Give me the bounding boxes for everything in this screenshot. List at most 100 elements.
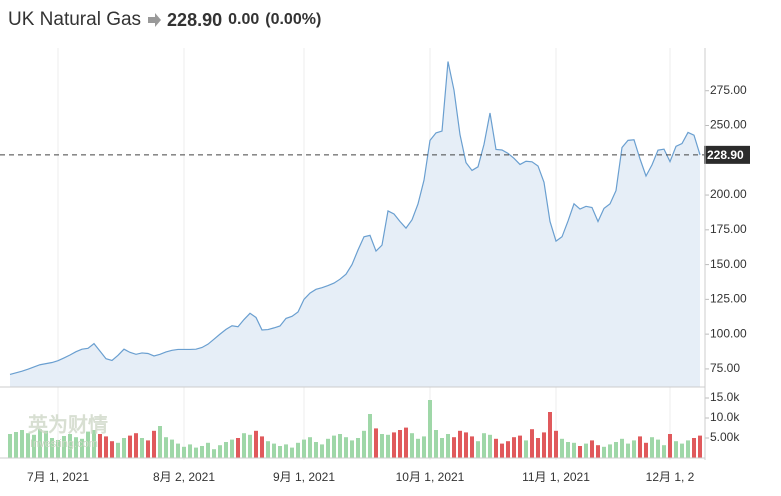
volume-bar (458, 430, 462, 458)
volume-bar (650, 437, 654, 458)
volume-bar (68, 434, 72, 458)
volume-bar (128, 435, 132, 458)
volume-bar (44, 430, 48, 458)
volume-bar (32, 434, 36, 458)
title: UK Natural Gas (8, 9, 142, 30)
volume-bar (380, 434, 384, 458)
volume-bar (146, 440, 150, 458)
volume-bar (626, 443, 630, 458)
y-tick-label: 15.0k (710, 390, 740, 404)
volume-bar (464, 432, 468, 458)
volume-bar (440, 438, 444, 458)
last-price-box (704, 145, 750, 164)
volume-bar (212, 449, 216, 458)
volume-bar (428, 400, 432, 458)
volume-bar (230, 439, 234, 458)
volume-bar (608, 444, 612, 458)
volume-bar (98, 434, 102, 458)
volume-bar (656, 439, 660, 458)
volume-bar (110, 441, 114, 458)
y-tick-label: 125.00 (710, 292, 747, 306)
volume-bar (332, 435, 336, 458)
volume-bar (134, 433, 138, 458)
volume-bar (26, 433, 30, 458)
volume-bar (326, 438, 330, 458)
volume-bar (596, 445, 600, 458)
x-tick-label: 11月 1, 2021 (522, 470, 590, 484)
volume-bar (164, 437, 168, 458)
volume-bar (686, 440, 690, 458)
volume-bar (116, 442, 120, 458)
x-tick-label: 10月 1, 2021 (396, 470, 465, 484)
change-percent: (0.00%) (265, 11, 322, 28)
x-tick-label: 7月 1, 2021 (27, 470, 89, 484)
y-tick-label: 150.00 (710, 257, 747, 271)
volume-bar (140, 438, 144, 458)
volume-bar (182, 446, 186, 458)
volume-bar (338, 434, 342, 458)
volume-bar (632, 440, 636, 458)
y-tick-label: 75.00 (710, 361, 740, 375)
volume-bar (284, 444, 288, 458)
volume-bar (236, 438, 240, 458)
volume-bar (122, 438, 126, 458)
volume-bar (38, 429, 42, 458)
x-tick-label: 12月 1, 2 (646, 470, 695, 484)
volume-bar (698, 435, 702, 458)
volume-bar (584, 443, 588, 458)
x-tick-label: 9月 1, 2021 (273, 470, 335, 484)
price-area (10, 61, 700, 387)
volume-bar (542, 432, 546, 458)
y-tick-label: 175.00 (710, 222, 747, 236)
last-price-label: 228.90 (707, 148, 744, 162)
price: 228.90 (167, 9, 223, 30)
volume-bar (470, 436, 474, 458)
volume-bar (536, 438, 540, 458)
volume-bar (176, 443, 180, 458)
volume-bar (290, 447, 294, 458)
volume-bar (668, 434, 672, 458)
volume-bar (200, 446, 204, 458)
y-tick-label: 100.00 (710, 326, 747, 340)
volume-bar (308, 437, 312, 458)
watermark-brand: 英为财情 (28, 412, 108, 436)
volume-bar (92, 430, 96, 458)
volume-bar (344, 437, 348, 458)
volume-bar (434, 430, 438, 458)
volume-bar (452, 437, 456, 458)
volume-bar (620, 438, 624, 458)
volume-bar (662, 445, 666, 458)
volume-bar (206, 442, 210, 458)
volume-bar (398, 430, 402, 458)
volume-bar (86, 431, 90, 458)
y-tick-label: 10.0k (710, 410, 740, 424)
volume-bar (158, 426, 162, 458)
volume-bar (680, 443, 684, 458)
volume-bar (152, 430, 156, 458)
volume-bar (566, 442, 570, 458)
volume-bar (602, 446, 606, 458)
volume-bar (272, 443, 276, 458)
volume-bar (266, 441, 270, 458)
volume-bar (674, 441, 678, 458)
volume-bar (692, 438, 696, 458)
watermark-site: Investing.com (30, 438, 98, 450)
volume-bar (512, 437, 516, 458)
volume-bar (422, 436, 426, 458)
volume-bar (248, 434, 252, 458)
y-tick-label: 5.00k (710, 430, 740, 444)
change: 0.00 (228, 11, 260, 28)
volume-bar (278, 446, 282, 458)
volume-bar (638, 436, 642, 458)
volume-bar (20, 430, 24, 458)
volume-bar (362, 430, 366, 458)
volume-bar (572, 442, 576, 458)
volume-bar (482, 433, 486, 458)
volume-bar (224, 442, 228, 458)
volume-bar (50, 438, 54, 458)
volume-bar (350, 440, 354, 458)
volume-bar (404, 427, 408, 458)
volume-bar (74, 437, 78, 458)
